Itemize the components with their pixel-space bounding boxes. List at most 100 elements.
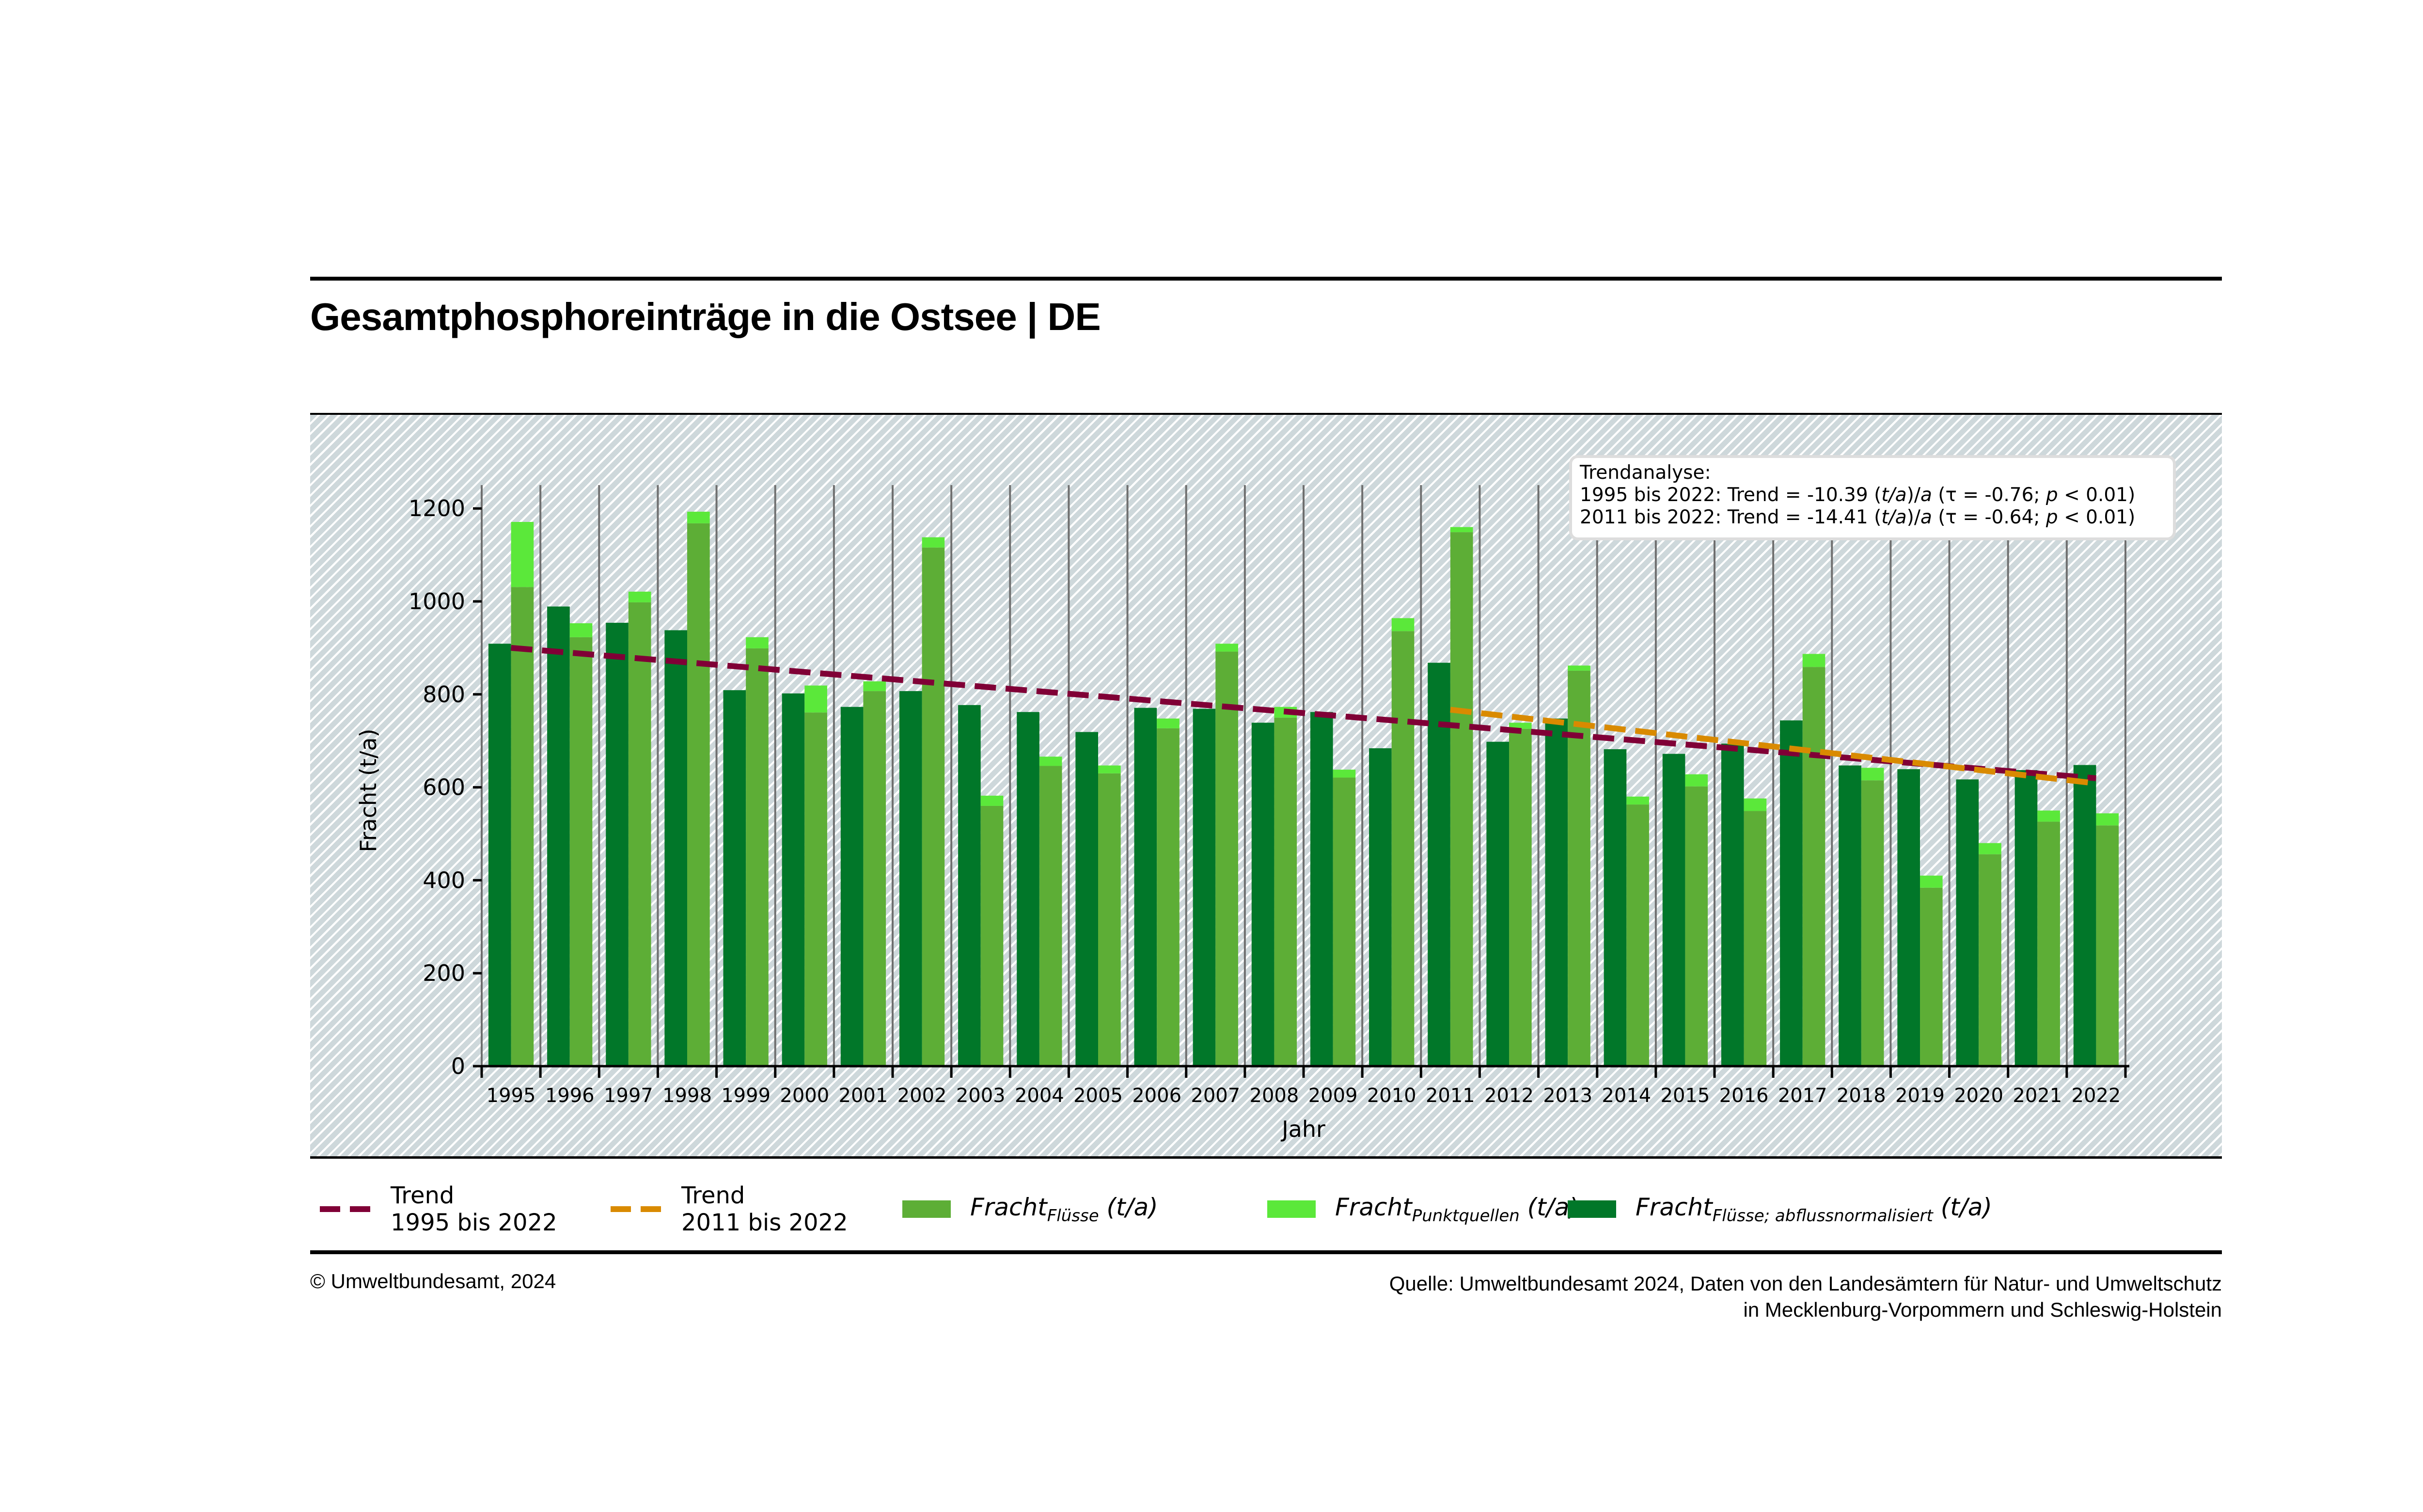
- trend2-a: a: [1920, 506, 1932, 528]
- bar-abflussnormalisiert: [1369, 748, 1392, 1066]
- x-axis-label: Jahr: [1280, 1116, 1325, 1142]
- bar-punktquellen: [511, 522, 534, 587]
- bar-punktquellen: [1098, 765, 1121, 773]
- bar-abflussnormalisiert: [899, 691, 922, 1066]
- trend-box-line-1995: 1995 bis 2022: Trend = -10.39 (t/a)/a (τ…: [1580, 484, 2165, 506]
- legend-item-fluesse: FrachtFlüsse (t/a): [902, 1173, 1158, 1245]
- bar-abflussnormalisiert: [1075, 732, 1098, 1066]
- trend2-mid: )/: [1906, 506, 1920, 528]
- trend1-unit: t/a: [1881, 484, 1907, 506]
- legend-fluesse-sub: Flüsse: [1047, 1206, 1099, 1226]
- x-tick-label: 2001: [839, 1085, 888, 1107]
- bar-abflussnormalisiert: [2073, 765, 2096, 1066]
- swatch-icon: [902, 1200, 951, 1218]
- x-tick-label: 2003: [956, 1085, 1006, 1107]
- x-tick-label: 2014: [1602, 1085, 1651, 1107]
- source-line-2: in Mecklenburg-Vorpommern und Schleswig-…: [1743, 1298, 2222, 1321]
- x-tick-label: 2021: [2013, 1085, 2062, 1107]
- x-tick-label: 2020: [1954, 1085, 2003, 1107]
- legend-item-punktquellen: FrachtPunktquellen (t/a): [1267, 1173, 1579, 1245]
- y-tick-label: 400: [423, 867, 465, 893]
- bar-abflussnormalisiert: [547, 606, 570, 1066]
- bar-fluesse: [922, 547, 945, 1066]
- bar-punktquellen: [1568, 665, 1590, 671]
- bar-abflussnormalisiert: [1251, 723, 1274, 1066]
- bar-abflussnormalisiert: [840, 707, 864, 1066]
- bar-punktquellen: [1920, 875, 1943, 888]
- bar-fluesse: [1861, 780, 1884, 1066]
- x-tick-label: 2012: [1484, 1085, 1534, 1107]
- gridlines: [481, 485, 2126, 1066]
- bar-abflussnormalisiert: [782, 693, 805, 1066]
- bar-fluesse: [1685, 786, 1708, 1066]
- legend-fluesse-main: Fracht: [970, 1193, 1047, 1221]
- page-title: Gesamtphosphoreinträge in die Ostsee | D…: [310, 295, 1101, 338]
- legend-item-trend-1995: Trend 1995 bis 2022: [320, 1173, 557, 1245]
- trend2-text: 2011 bis 2022: Trend = -14.41 (: [1580, 506, 1882, 528]
- bar-punktquellen: [1744, 798, 1767, 811]
- bar-abflussnormalisiert: [1428, 662, 1450, 1066]
- bar-abflussnormalisiert: [1193, 709, 1216, 1066]
- bar-abflussnormalisiert: [664, 630, 687, 1066]
- bar-abflussnormalisiert: [1545, 718, 1568, 1066]
- bar-punktquellen: [1215, 644, 1238, 652]
- x-tick-label: 2004: [1015, 1085, 1064, 1107]
- legend-punkt-main: Fracht: [1335, 1193, 1412, 1221]
- bar-fluesse: [1920, 887, 1943, 1066]
- bar-abflussnormalisiert: [1017, 712, 1039, 1066]
- legend-trend1-line1: Trend: [391, 1182, 455, 1209]
- legend: Trend 1995 bis 2022 Trend 2011 bis 2022 Fr…: [310, 1173, 2222, 1245]
- y-tick-label: 1000: [409, 588, 465, 614]
- source-line-1: Quelle: Umweltbundesamt 2024, Daten von …: [1389, 1272, 2222, 1295]
- bar-abflussnormalisiert: [606, 623, 629, 1066]
- bar-fluesse: [1802, 667, 1825, 1066]
- legend-trend2-line1: Trend: [681, 1182, 745, 1209]
- x-tick-label: 2013: [1543, 1085, 1592, 1107]
- bar-punktquellen: [2037, 810, 2060, 822]
- bar-fluesse: [804, 712, 827, 1066]
- bar-fluesse: [1626, 804, 1649, 1066]
- swatch-icon: [1568, 1200, 1616, 1218]
- bar-punktquellen: [1861, 768, 1884, 781]
- x-tick-label: 2018: [1837, 1085, 1886, 1107]
- bar-fluesse: [569, 637, 593, 1066]
- legend-fluesse-unit: (t/a): [1099, 1193, 1158, 1221]
- trend2-p: p: [2045, 506, 2058, 528]
- bar-punktquellen: [1509, 723, 1532, 729]
- x-tick-label: 2006: [1132, 1085, 1181, 1107]
- bar-fluesse: [863, 691, 886, 1066]
- bar-abflussnormalisiert: [1721, 743, 1744, 1066]
- x-tick-label: 2010: [1367, 1085, 1416, 1107]
- bar-abflussnormalisiert: [1780, 720, 1803, 1066]
- legend-norm-unit: (t/a): [1933, 1193, 1992, 1221]
- bar-punktquellen: [746, 637, 769, 648]
- bar-abflussnormalisiert: [488, 644, 511, 1066]
- x-tick-label: 2008: [1250, 1085, 1299, 1107]
- trend1-text: 1995 bis 2022: Trend = -10.39 (: [1580, 484, 1882, 506]
- trend-analysis-box: Trendanalyse: 1995 bis 2022: Trend = -10…: [1569, 455, 2176, 540]
- trend1-p: p: [2045, 484, 2058, 506]
- bar-abflussnormalisiert: [1956, 779, 1979, 1066]
- bar-fluesse: [628, 602, 651, 1066]
- bar-punktquellen: [2096, 813, 2119, 826]
- y-axis-label: Fracht (t/a): [355, 729, 381, 852]
- legend-divider: [310, 1156, 2222, 1159]
- chart-area: 0 200 400 600 800 1000 1200 1995 1996 1997 1998 19…: [310, 413, 2222, 1156]
- bar-fluesse: [1979, 854, 2001, 1066]
- bar-punktquellen: [1802, 654, 1825, 667]
- x-tick-label: 1999: [721, 1085, 771, 1107]
- dashed-line-icon: [611, 1206, 664, 1212]
- x-tick-label: 1996: [545, 1085, 595, 1107]
- bar-punktquellen: [1450, 527, 1473, 533]
- bar-fluesse: [746, 648, 769, 1066]
- y-tick-label: 0: [451, 1053, 465, 1079]
- bar-fluesse: [687, 523, 710, 1066]
- bar-abflussnormalisiert: [1897, 769, 1920, 1066]
- x-tick-label: 2005: [1073, 1085, 1123, 1107]
- trend2-unit: t/a: [1881, 506, 1907, 528]
- x-tick-label: 1997: [604, 1085, 653, 1107]
- y-tick-label: 800: [423, 681, 465, 708]
- bar-fluesse: [1509, 728, 1532, 1066]
- bars: [488, 511, 2119, 1066]
